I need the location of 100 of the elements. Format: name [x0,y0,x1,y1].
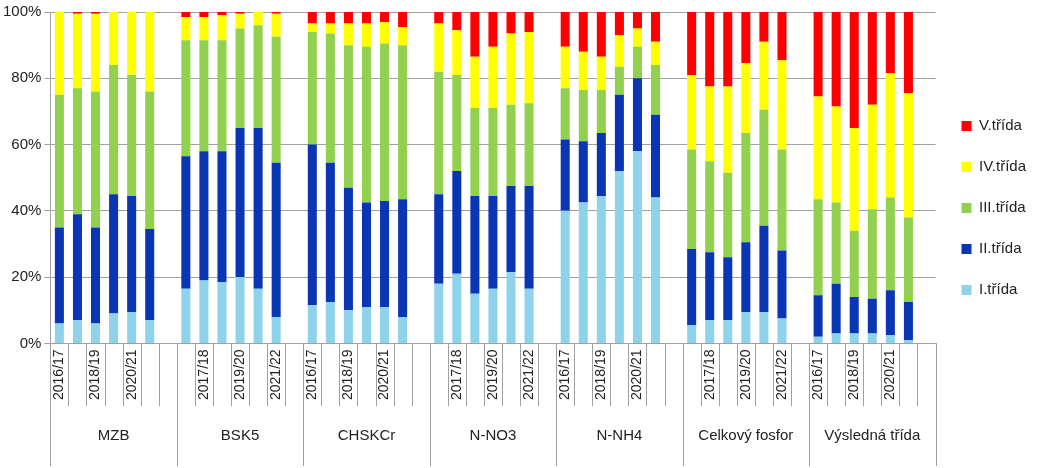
bar [91,13,101,92]
bar [54,12,64,95]
bar [109,12,119,66]
bar [741,311,751,343]
y-tick-label: 100% [2,2,42,20]
bar [253,288,263,343]
bar [632,151,642,343]
bar [54,94,64,228]
bar [723,12,733,87]
bar [705,320,715,343]
bar [91,227,101,324]
bar [903,93,913,218]
bar [885,73,895,198]
bar [307,31,317,145]
bar [181,16,191,41]
bar [452,273,462,343]
bar [831,333,841,343]
y-tick-label: 0% [19,333,42,351]
x-tick-label: 2016/17 [303,349,320,400]
bar [578,51,588,90]
bar [705,12,715,87]
bar [361,23,372,47]
bar [741,242,751,312]
bar [199,151,209,281]
x-tick-label: 2018/19 [592,349,609,400]
bar [596,12,606,57]
y-tick-label: 40% [11,200,42,218]
bar [524,31,534,104]
bar [687,12,697,75]
x-tick-label: 2016/17 [50,349,67,400]
bar [199,16,209,41]
bar [560,88,570,140]
text: Výsledná třída [824,426,921,444]
bar [434,283,444,343]
bar [343,12,353,24]
bar [741,63,751,133]
bar [470,12,480,57]
bar [361,306,372,343]
bar [651,197,661,343]
bar [723,172,733,258]
bar [380,43,390,201]
bar [398,26,408,46]
bar [903,217,913,302]
bar [145,12,155,92]
bar [614,94,624,172]
bar [398,45,408,200]
bar [687,248,697,326]
bar [759,41,769,110]
x-tick-label: 2018/19 [845,349,862,400]
legend-label: V.třída [979,116,1023,134]
bar [524,288,534,343]
bar [560,210,570,343]
bar [687,74,697,150]
bar [849,333,859,343]
bar [452,12,462,31]
bar [109,65,119,195]
bar [560,46,570,89]
bar [199,40,209,152]
bar [217,12,227,16]
bar [632,46,642,79]
bar [325,23,335,34]
bar [307,23,317,32]
bar [488,195,498,289]
bar [434,194,444,284]
bar [199,280,209,343]
bar [632,12,642,29]
bar [235,28,245,128]
bar [759,311,769,343]
y-tick-label: 80% [11,68,42,86]
bar [343,45,353,188]
text: BSK5 [220,426,260,444]
bar [596,56,606,90]
bar [777,12,787,61]
text: N-NH4 [596,426,643,444]
bar [506,33,516,105]
bar [380,200,390,307]
bar [777,250,787,319]
x-tick-label: 2017/18 [700,349,717,400]
x-tick-label: 2018/19 [86,349,103,400]
bar [343,187,353,311]
bar [596,132,606,196]
bar [343,310,353,343]
bar [361,202,372,307]
bar [72,13,82,89]
y-tick-label: 60% [11,134,42,152]
bar [181,288,191,343]
bar [307,12,317,24]
text: N-NO3 [469,426,517,444]
bar [380,12,390,22]
bar [741,12,751,64]
bar [361,46,372,203]
bar [72,214,82,321]
bar [831,202,841,284]
bar [271,36,281,163]
x-tick-label: 2020/21 [881,349,898,400]
bar [217,151,227,283]
bar [759,12,769,42]
bar [361,12,372,24]
bar [813,336,823,343]
x-tick-label: 2017/18 [194,349,211,400]
